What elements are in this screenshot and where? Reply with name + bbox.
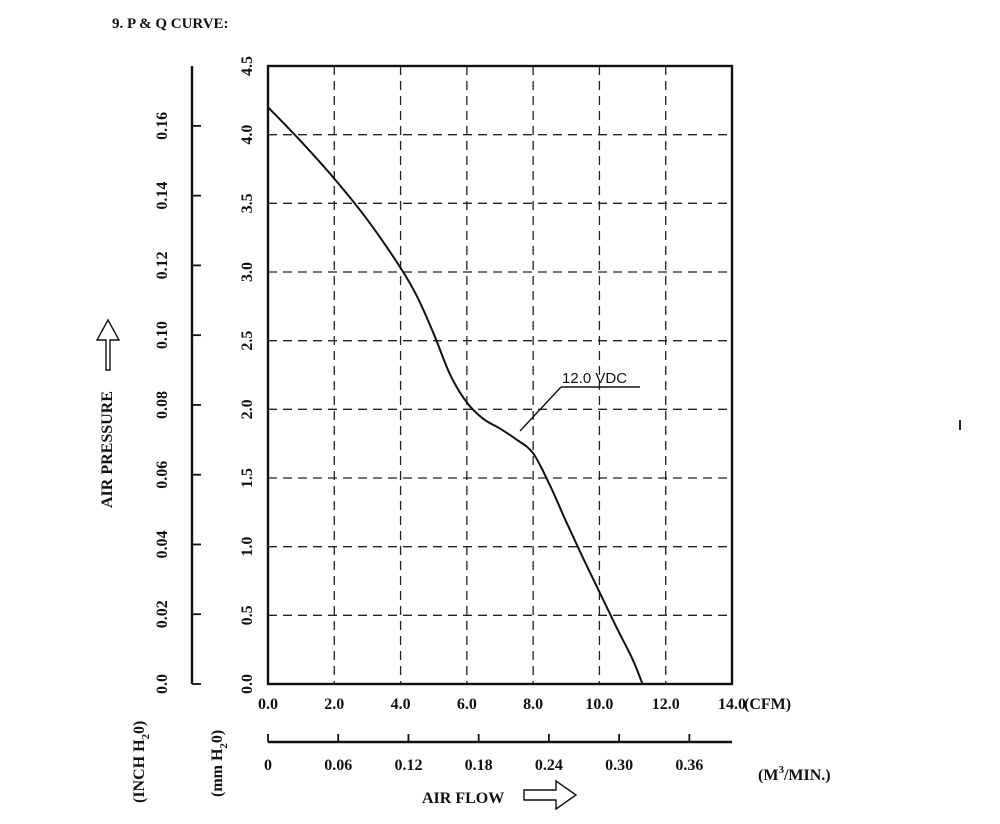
y2-tick-label: 0.10	[154, 321, 171, 349]
x-secondary-ticks: 0 0.06 0.12 0.18 0.24 0.30 0.36	[264, 734, 703, 774]
x-tick-label: 0.0	[258, 696, 278, 713]
y2-tick-label: 0.06	[154, 461, 171, 489]
y-tick-label: 0.0	[239, 674, 256, 694]
x-axis-title: AIR FLOW	[422, 790, 504, 807]
x-primary-ticks: 0.0 2.0 4.0 6.0 8.0 10.0 12.0 14.0	[258, 696, 746, 713]
x2-tick-label: 0.12	[394, 757, 422, 774]
x2-tick-label: 0.24	[535, 757, 563, 774]
y2-tick-label: 0.16	[154, 112, 171, 140]
y-secondary-ticks: 0.0 0.02 0.04 0.06 0.08 0.10 0.12 0.14 0.16	[154, 112, 201, 694]
arrow-right-icon	[523, 779, 578, 811]
y-tick-label: 4.0	[239, 125, 256, 145]
section-title: 9. P & Q CURVE:	[112, 16, 229, 32]
grid-lines	[268, 66, 732, 684]
x-tick-label: 12.0	[652, 696, 680, 713]
y2-tick-label: 0.02	[154, 600, 171, 628]
x-tick-label: 14.0	[718, 696, 746, 713]
x-tick-label: 8.0	[523, 696, 543, 713]
y2-tick-label: 0.12	[154, 251, 171, 279]
arrow-up-icon	[95, 318, 121, 371]
y2-tick-label: 0.04	[154, 530, 171, 558]
y-axis-title: AIR PRESSURE	[99, 391, 116, 508]
annotation-leader-line	[519, 386, 562, 432]
x-primary-unit: (CFM)	[744, 696, 791, 713]
x2-tick-label: 0.18	[465, 757, 493, 774]
y-tick-label: 3.5	[239, 193, 256, 213]
y2-tick-label: 0.0	[154, 674, 171, 694]
y-tick-label: 1.0	[239, 537, 256, 557]
plot-frame	[266, 64, 734, 686]
x2-tick-label: 0	[264, 757, 272, 774]
y2-tick-label: 0.08	[154, 391, 171, 419]
y-primary-ticks: 0.0 0.5 1.0 1.5 2.0 2.5 3.0 3.5 4.0 4.5	[239, 56, 256, 694]
x-tick-label: 6.0	[457, 696, 477, 713]
x2-tick-label: 0.06	[324, 757, 352, 774]
series-group	[267, 106, 644, 685]
x2-tick-label: 0.36	[675, 757, 703, 774]
series-line-12vdc	[267, 106, 644, 685]
x-tick-label: 2.0	[324, 696, 344, 713]
y-secondary-unit: (INCH H20)	[131, 721, 152, 803]
y-tick-label: 2.5	[239, 331, 256, 351]
x-secondary-unit: (M3/MIN.)	[758, 764, 831, 784]
x-tick-label: 10.0	[585, 696, 613, 713]
y-tick-label: 0.5	[239, 605, 256, 625]
x-tick-label: 4.0	[391, 696, 411, 713]
y-tick-label: 2.0	[239, 399, 256, 419]
x2-tick-label: 0.30	[605, 757, 633, 774]
y-tick-label: 4.5	[239, 56, 256, 76]
y-tick-label: 3.0	[239, 262, 256, 282]
y-primary-unit: (mm H20)	[209, 730, 230, 797]
y2-tick-label: 0.14	[154, 182, 171, 210]
y-tick-label: 1.5	[239, 468, 256, 488]
annotation-label: 12.0 VDC	[562, 370, 627, 387]
